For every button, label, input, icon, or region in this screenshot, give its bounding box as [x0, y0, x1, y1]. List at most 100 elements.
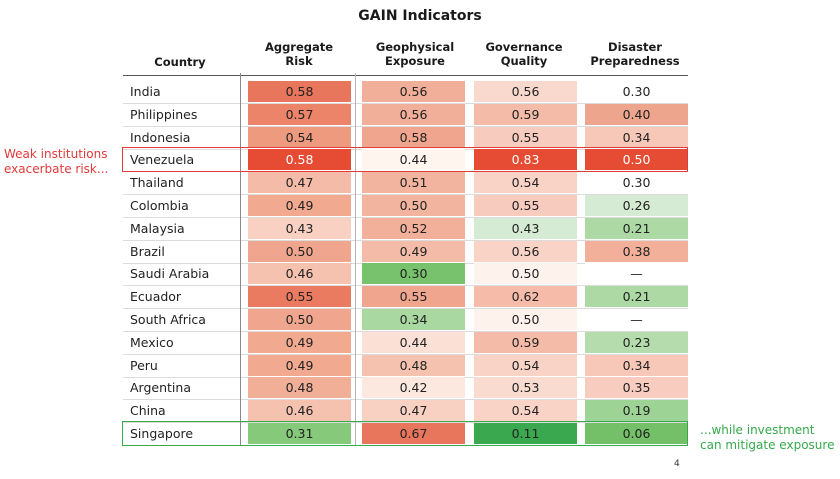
data-cell-geophysical-exposure: 0.47: [362, 400, 465, 422]
country-label: Ecuador: [130, 289, 182, 305]
data-cell-disaster-preparedness: 0.38: [585, 240, 688, 262]
row-separator: [123, 125, 688, 127]
data-cell-disaster-preparedness: 0.34: [585, 126, 688, 148]
country-label: Malaysia: [130, 220, 185, 236]
column-header-line: Quality: [500, 54, 548, 68]
annotation-weak-institutions: Weak institutions exacerbate risk...: [4, 147, 108, 177]
column-header-governance-quality: Governance Quality: [464, 40, 584, 68]
data-cell-governance-quality: 0.43: [474, 217, 577, 239]
data-cell-governance-quality: 0.59: [474, 103, 577, 125]
data-cell-governance-quality: 0.54: [474, 172, 577, 194]
data-cell-disaster-preparedness: 0.35: [585, 377, 688, 399]
row-separator: [123, 422, 688, 424]
data-cell-disaster-preparedness: 0.30: [585, 81, 688, 102]
country-label: Brazil: [130, 243, 165, 259]
country-label: Saudi Arabia: [130, 266, 210, 282]
data-cell-geophysical-exposure: 0.58: [362, 126, 465, 148]
data-cell-disaster-preparedness: 0.30: [585, 172, 688, 194]
row-separator: [123, 102, 688, 104]
column-header-line: Country: [154, 55, 206, 69]
column-header-country: Country: [125, 55, 235, 69]
row-separator: [123, 239, 688, 241]
data-cell-geophysical-exposure: 0.49: [362, 240, 465, 262]
country-label: Thailand: [130, 175, 184, 191]
data-cell-geophysical-exposure: 0.56: [362, 81, 465, 102]
data-cell-aggregate-risk: 0.46: [248, 400, 351, 422]
data-cell-governance-quality: 0.53: [474, 377, 577, 399]
column-header-line: Governance: [485, 40, 563, 54]
column-header-line: Geophysical: [375, 40, 455, 54]
country-label: Venezuela: [130, 152, 195, 168]
data-cell-aggregate-risk: 0.49: [248, 354, 351, 376]
data-cell-aggregate-risk: 0.58: [248, 81, 351, 102]
column-header-line: Risk: [285, 54, 313, 68]
country-label: China: [130, 403, 166, 419]
data-cell-geophysical-exposure: 0.48: [362, 354, 465, 376]
data-cell-governance-quality: 0.55: [474, 195, 577, 216]
data-cell-aggregate-risk: 0.55: [248, 286, 351, 308]
data-cell-disaster-preparedness: —: [585, 263, 688, 285]
data-cell-governance-quality: 0.50: [474, 309, 577, 330]
data-cell-aggregate-risk: 0.49: [248, 195, 351, 216]
data-cell-disaster-preparedness: 0.19: [585, 400, 688, 422]
column-divider: [240, 73, 241, 445]
data-cell-geophysical-exposure: 0.51: [362, 172, 465, 194]
data-cell-aggregate-risk: 0.48: [248, 377, 351, 399]
row-separator: [123, 148, 688, 150]
data-cell-governance-quality: 0.59: [474, 331, 577, 353]
data-cell-geophysical-exposure: 0.44: [362, 149, 465, 171]
data-cell-aggregate-risk: 0.43: [248, 217, 351, 239]
data-cell-aggregate-risk: 0.54: [248, 126, 351, 148]
row-separator: [123, 194, 688, 196]
data-cell-disaster-preparedness: 0.50: [585, 149, 688, 171]
data-cell-aggregate-risk: 0.57: [248, 103, 351, 125]
data-cell-governance-quality: 0.55: [474, 126, 577, 148]
data-cell-disaster-preparedness: 0.34: [585, 354, 688, 376]
row-separator: [123, 444, 688, 446]
data-cell-aggregate-risk: 0.50: [248, 309, 351, 330]
row-separator: [123, 216, 688, 218]
country-label: Argentina: [130, 380, 191, 396]
data-cell-geophysical-exposure: 0.67: [362, 423, 465, 444]
data-cell-aggregate-risk: 0.58: [248, 149, 351, 171]
annotation-investment: ...while investment can mitigate exposur…: [700, 423, 834, 453]
data-cell-geophysical-exposure: 0.55: [362, 286, 465, 308]
country-label: Peru: [130, 357, 158, 373]
row-separator: [123, 330, 688, 332]
data-cell-disaster-preparedness: 0.40: [585, 103, 688, 125]
row-separator: [123, 376, 688, 378]
annotation-red-line-1: Weak institutions: [4, 147, 108, 161]
data-cell-disaster-preparedness: —: [585, 309, 688, 330]
data-cell-governance-quality: 0.56: [474, 240, 577, 262]
annotation-green-line-2: can mitigate exposure: [700, 438, 835, 452]
country-label: South Africa: [130, 312, 206, 327]
country-label: Indonesia: [130, 129, 191, 145]
data-cell-geophysical-exposure: 0.52: [362, 217, 465, 239]
data-cell-disaster-preparedness: 0.21: [585, 217, 688, 239]
annotation-red-line-2: exacerbate risk...: [4, 162, 109, 176]
column-header-disaster-preparedness: Disaster Preparedness: [575, 40, 695, 68]
column-header-line: Aggregate: [264, 40, 334, 54]
data-cell-aggregate-risk: 0.49: [248, 331, 351, 353]
country-label: India: [130, 84, 161, 99]
column-header-geophysical-exposure: Geophysical Exposure: [355, 40, 475, 68]
column-header-aggregate-risk: Aggregate Risk: [239, 40, 359, 68]
data-cell-aggregate-risk: 0.50: [248, 240, 351, 262]
data-cell-governance-quality: 0.56: [474, 81, 577, 102]
data-cell-geophysical-exposure: 0.50: [362, 195, 465, 216]
data-cell-aggregate-risk: 0.31: [248, 423, 351, 444]
page-number: 4: [674, 459, 680, 469]
column-header-line: Disaster: [608, 40, 662, 54]
data-cell-geophysical-exposure: 0.44: [362, 331, 465, 353]
data-cell-disaster-preparedness: 0.23: [585, 331, 688, 353]
data-cell-geophysical-exposure: 0.30: [362, 263, 465, 285]
country-label: Colombia: [130, 198, 189, 213]
row-separator: [123, 262, 688, 264]
column-header-line: Preparedness: [590, 54, 680, 68]
data-cell-governance-quality: 0.83: [474, 149, 577, 171]
row-separator: [123, 399, 688, 401]
data-cell-geophysical-exposure: 0.34: [362, 309, 465, 330]
annotation-green-line-1: ...while investment: [700, 423, 815, 437]
data-cell-geophysical-exposure: 0.42: [362, 377, 465, 399]
row-separator: [123, 285, 688, 287]
